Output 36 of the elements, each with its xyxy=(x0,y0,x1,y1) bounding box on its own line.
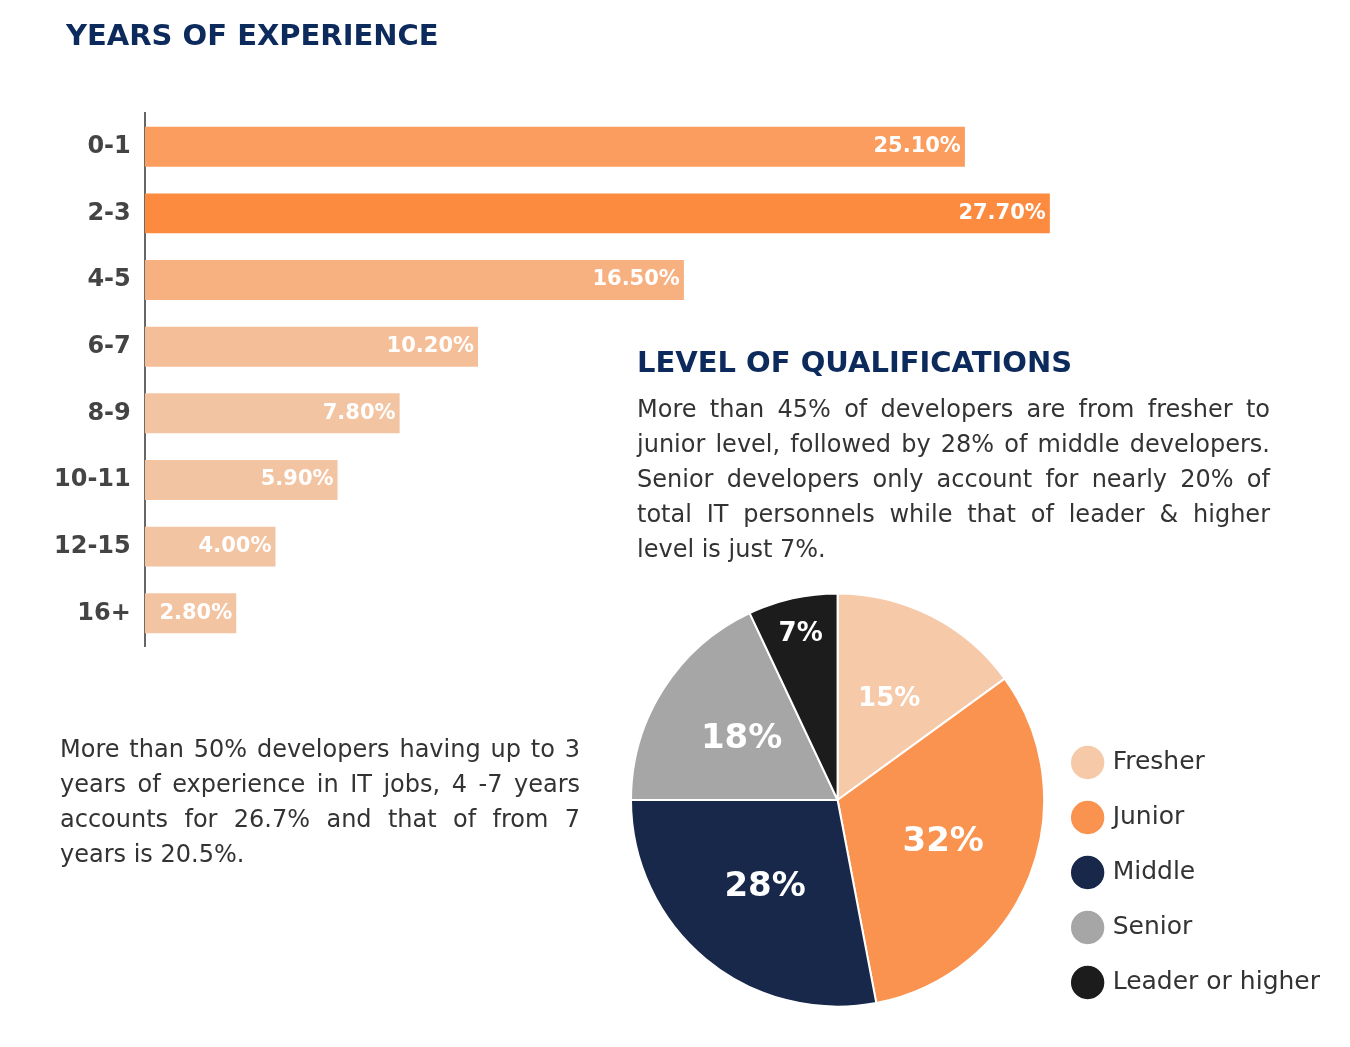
data-label: 15% xyxy=(858,681,921,712)
data-label: 5.90% xyxy=(260,466,334,491)
y-tick-label: 8-9 xyxy=(87,397,131,426)
legend-label: Leader or higher xyxy=(1112,966,1321,995)
data-label: 16.50% xyxy=(592,266,680,291)
chart-title: LEVEL OF QUALIFICATIONS xyxy=(637,345,1073,379)
data-label: 7.80% xyxy=(322,399,396,424)
data-label: 10.20% xyxy=(386,333,475,358)
data-label: 4.00% xyxy=(198,533,272,558)
text: More than 50% developers having up to 3 years of experience in IT jobs, 4 -7 years accounts for 26.7% and that of from 7 years is 20.5%. xyxy=(60,734,580,870)
y-tick-label: 10-11 xyxy=(53,464,131,493)
y-tick-label: 12-15 xyxy=(53,530,131,559)
bar xyxy=(144,260,684,301)
bar xyxy=(144,459,338,500)
y-tick-label: 4-5 xyxy=(87,264,131,293)
bar xyxy=(144,126,965,167)
y-tick-label: 6-7 xyxy=(87,330,131,359)
legend-label: Senior xyxy=(1112,911,1193,940)
bar xyxy=(144,193,1050,234)
bar xyxy=(144,326,479,367)
legend-label: Fresher xyxy=(1112,746,1206,775)
data-label: 28% xyxy=(724,864,806,905)
y-tick-label: 16+ xyxy=(77,597,131,626)
data-label: 25.10% xyxy=(873,133,961,158)
data-label: 18% xyxy=(700,715,783,756)
data-label: 32% xyxy=(902,818,984,859)
data-label: 7% xyxy=(778,617,823,648)
data-label: 2.80% xyxy=(159,599,233,624)
y-tick-label: 2-3 xyxy=(87,197,131,226)
chart-subtitle: More than 45% of developers are from fresher to junior level, followed by 28% of middle developers. Senior developers only account for nearly 20% of total IT personnels while that of leader & higher level is just 7%. xyxy=(637,394,1270,565)
legend-label: Junior xyxy=(1110,801,1185,830)
data-label: 27.70% xyxy=(958,199,1046,224)
bar xyxy=(144,393,400,434)
legend-label: Middle xyxy=(1112,856,1196,885)
chart-title: YEARS OF EXPERIENCE xyxy=(66,18,439,52)
y-tick-label: 0-1 xyxy=(87,130,131,159)
